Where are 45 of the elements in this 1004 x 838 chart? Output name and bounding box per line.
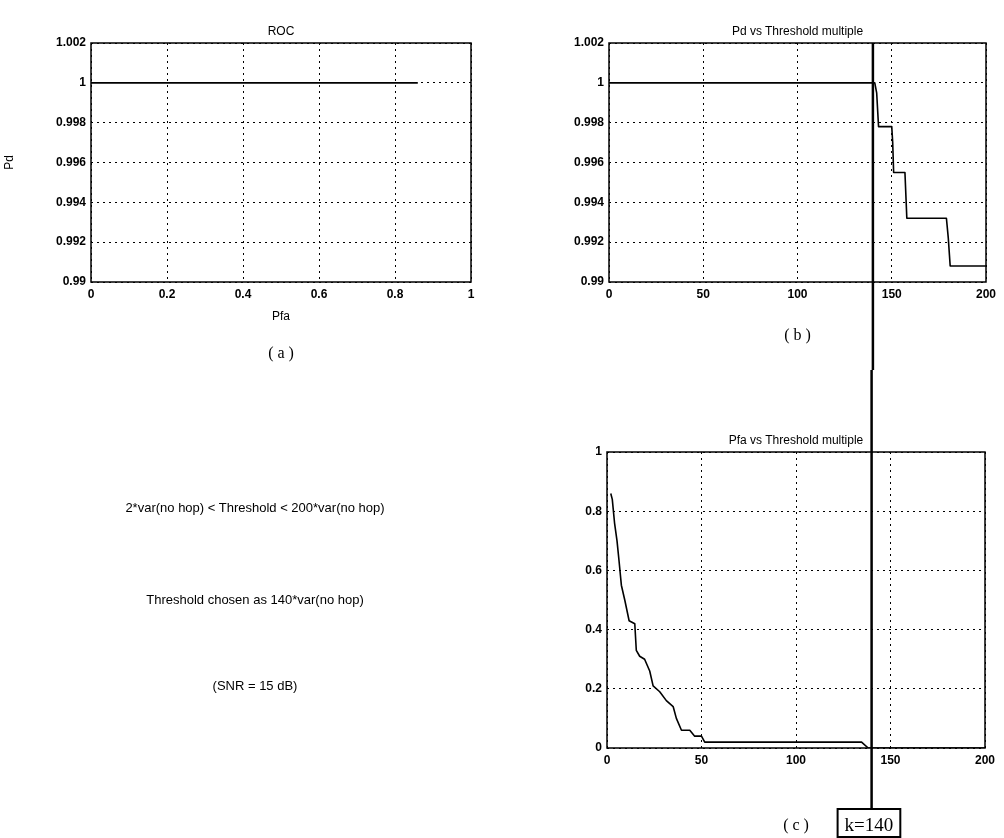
x-tick-label: 0.8 [386,286,404,301]
text: (SNR = 15 dB) [211,678,299,693]
x-tick-label: 0.6 [310,286,328,301]
y-tick-label: 1 [79,75,87,90]
x-tick-label: 1 [467,286,475,301]
x-tick-label: 0.4 [234,286,252,301]
y-tick-label: 0.998 [55,114,87,129]
y-axis-title: Pd [1,155,16,170]
chart-title: Pfa vs Threshold multiple [728,433,864,447]
y-tick-label: 0.4 [585,621,603,636]
text: ( c ) [783,816,809,834]
text: 2*var(no hop) < Threshold < 200*var(no hop) [124,500,386,515]
y-tick-label: 0.6 [585,562,603,577]
x-tick-label: 0.2 [158,286,176,301]
text: ( a ) [268,344,294,362]
y-tick-label: 0.2 [585,681,603,696]
y-tick-label: 1 [595,444,603,459]
y-tick-label: 0.992 [573,234,605,249]
x-tick-label: 150 [881,286,903,301]
y-tick-label: 0.996 [573,154,605,169]
y-tick-label: 0.99 [62,274,87,289]
y-tick-label: 0.99 [580,274,605,289]
chart-title: Pd vs Threshold multiple [731,24,864,38]
y-tick-label: 1.002 [573,35,605,50]
x-tick-label: 200 [974,752,996,767]
y-tick-label: 1 [597,75,605,90]
y-tick-label: 0.994 [573,194,605,209]
ref-line-label: k=140 [844,814,894,835]
text: Threshold chosen as 140*var(no hop) [145,592,365,607]
x-tick-label: 200 [975,286,997,301]
y-tick-label: 0.998 [573,114,605,129]
chart-title: ROC [267,24,295,38]
y-tick-label: 0.996 [55,154,87,169]
x-tick-label: 100 [785,752,807,767]
x-tick-label: 150 [880,752,901,767]
y-tick-label: 0.992 [55,234,87,249]
x-tick-label: 100 [787,286,808,301]
y-tick-label: 1.002 [55,35,87,50]
x-tick-label: 50 [694,752,709,767]
y-tick-label: 0.994 [55,194,87,209]
x-tick-label: 50 [696,286,711,301]
text: ( b ) [784,326,811,344]
x-axis-title: Pfa [271,309,291,324]
y-tick-label: 0.8 [585,503,603,518]
y-tick-label: 0 [595,740,603,755]
